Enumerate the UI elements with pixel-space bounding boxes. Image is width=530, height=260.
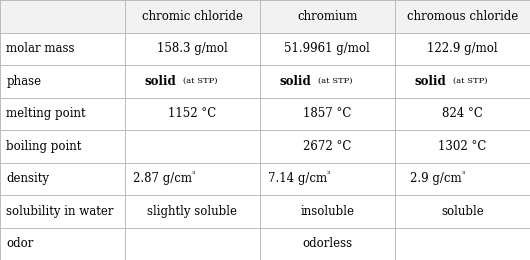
Text: 1857 °C: 1857 °C (303, 107, 351, 120)
Text: odor: odor (6, 237, 34, 250)
Text: phase: phase (6, 75, 41, 88)
Text: 824 °C: 824 °C (442, 107, 483, 120)
Text: solubility in water: solubility in water (6, 205, 114, 218)
Text: solid: solid (280, 75, 311, 88)
Text: solid: solid (145, 75, 176, 88)
Text: ³: ³ (192, 171, 195, 179)
Text: (at STP): (at STP) (453, 77, 488, 85)
Text: ³: ³ (326, 171, 330, 179)
Text: 51.9961 g/mol: 51.9961 g/mol (285, 42, 370, 55)
Text: odorless: odorless (302, 237, 352, 250)
Text: 158.3 g/mol: 158.3 g/mol (157, 42, 227, 55)
Text: 1152 °C: 1152 °C (168, 107, 216, 120)
Text: 2.87 g/cm: 2.87 g/cm (132, 172, 192, 185)
Text: (at STP): (at STP) (317, 77, 352, 85)
Text: 2.9 g/cm: 2.9 g/cm (410, 172, 462, 185)
Text: 2672 °C: 2672 °C (303, 140, 351, 153)
Text: density: density (6, 172, 49, 185)
Text: melting point: melting point (6, 107, 86, 120)
Text: (at STP): (at STP) (182, 77, 217, 85)
Text: chromous chloride: chromous chloride (407, 10, 518, 23)
Text: boiling point: boiling point (6, 140, 82, 153)
Text: solid: solid (415, 75, 446, 88)
Text: ³: ³ (462, 171, 465, 179)
Text: chromium: chromium (297, 10, 357, 23)
Text: molar mass: molar mass (6, 42, 75, 55)
Text: slightly soluble: slightly soluble (147, 205, 237, 218)
Text: chromic chloride: chromic chloride (142, 10, 243, 23)
Text: 7.14 g/cm: 7.14 g/cm (268, 172, 326, 185)
Text: soluble: soluble (441, 205, 484, 218)
Text: insoluble: insoluble (301, 205, 354, 218)
Text: 122.9 g/mol: 122.9 g/mol (427, 42, 498, 55)
Bar (0, 0, 530, 32)
Text: 1302 °C: 1302 °C (438, 140, 487, 153)
